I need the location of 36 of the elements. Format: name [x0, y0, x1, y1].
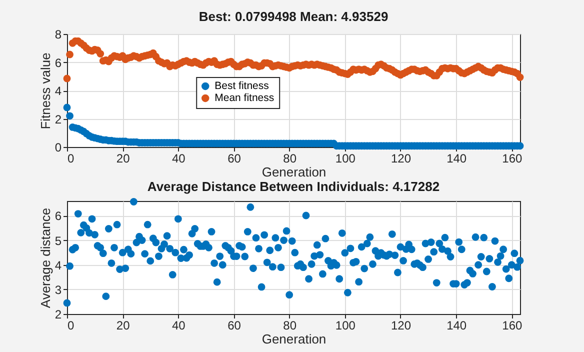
x-tick-label: 0	[68, 318, 74, 332]
legend-label: Mean fitness	[214, 92, 274, 104]
y-axis-title: Fitness value	[38, 52, 53, 130]
x-tick-label: 60	[228, 318, 242, 332]
x-tick-label: 80	[283, 318, 297, 332]
y-tick-label: 0	[54, 140, 62, 154]
y-tick-label: 6	[54, 209, 62, 224]
x-tick-label: 20	[116, 152, 130, 166]
x-axis-title: Generation	[262, 332, 326, 346]
y-tick-label: 6	[54, 56, 62, 70]
y-tick-label: 2	[54, 308, 62, 322]
y-axis-title: Average distance	[38, 208, 53, 308]
legend-label: Best fitness	[214, 80, 269, 92]
x-tick-label: 140	[446, 318, 467, 332]
y-tick-label: 4	[54, 258, 62, 272]
x-tick-label: 40	[172, 152, 186, 166]
y-tick-label: 2	[54, 112, 62, 126]
x-tick-label: 160	[502, 318, 522, 332]
y-tick-label: 5	[54, 234, 62, 248]
x-tick-label: 0	[68, 152, 74, 166]
x-tick-label: 100	[335, 152, 356, 166]
x-tick-label: 100	[335, 318, 356, 332]
x-tick-label: 60	[228, 152, 242, 166]
x-axis-title: Generation	[262, 164, 326, 180]
x-tick-label: 120	[390, 152, 412, 166]
chart-title: Best: 0.0799498 Mean: 4.93529	[198, 9, 388, 24]
y-tick-label: 4	[54, 84, 62, 98]
x-tick-label: 160	[502, 152, 522, 166]
x-tick-label: 40	[172, 318, 186, 332]
chart-title: Average Distance Between Individuals: 4.17282	[147, 179, 440, 194]
x-tick-label: 20	[116, 318, 130, 332]
x-tick-label: 80	[283, 152, 297, 166]
x-tick-label: 120	[390, 318, 412, 332]
y-tick-label: 3	[54, 282, 62, 297]
y-tick-label: 8	[54, 28, 62, 42]
x-tick-label: 140	[446, 152, 467, 166]
